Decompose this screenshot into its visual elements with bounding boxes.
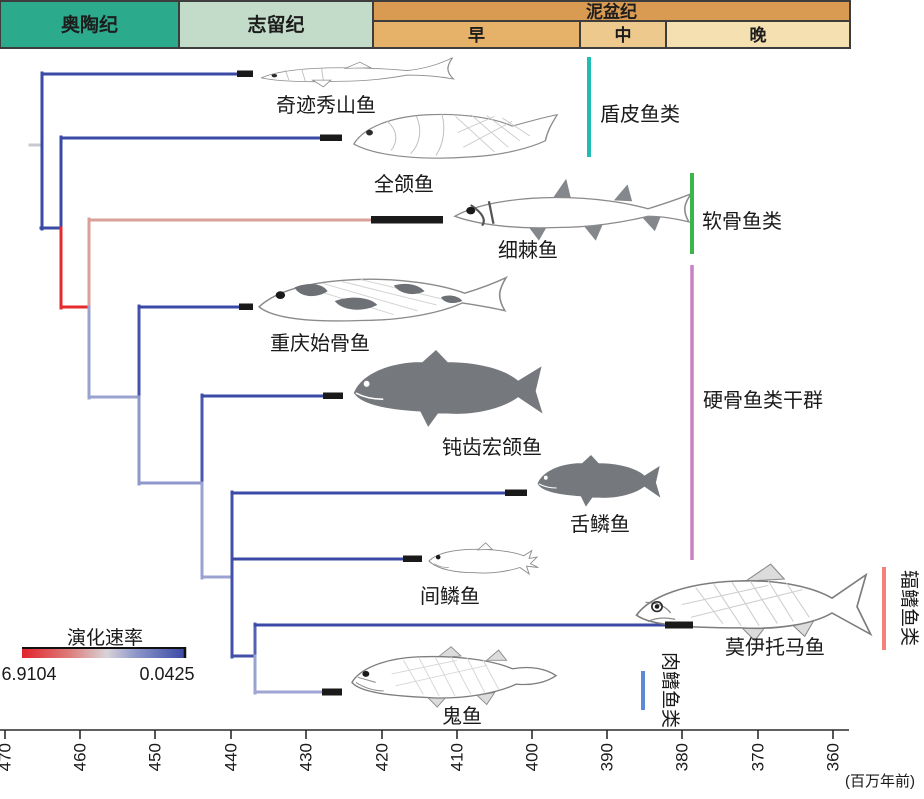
axis-tick-label: 470 — [0, 743, 15, 771]
clade-label: 盾皮鱼类 — [600, 103, 680, 126]
fossil-range-bar — [239, 303, 253, 310]
epoch-cell — [372, 20, 581, 49]
fish-illustration-7 — [428, 542, 539, 576]
phylogenetic-tree — [28, 71, 668, 695]
fossil-range-bar — [371, 216, 443, 224]
species-label: 间鳞鱼 — [420, 585, 480, 608]
axis-tick-label: 410 — [448, 743, 467, 771]
clade-label: 软骨鱼类 — [702, 210, 782, 233]
axis-tick-label: 390 — [598, 743, 617, 771]
species-label: 莫伊托马鱼 — [725, 636, 825, 659]
fish-illustration-9 — [351, 646, 558, 708]
legend-max-value: 0.0425 — [139, 664, 194, 684]
axis-unit-label: (百万年前) — [845, 773, 915, 790]
fish-illustration-2 — [352, 113, 559, 159]
legend-gradient-bar — [22, 649, 185, 658]
epoch-cell — [579, 20, 667, 49]
species-label: 鬼鱼 — [442, 705, 482, 728]
axis-tick-label: 440 — [222, 743, 241, 771]
fish-illustration-1 — [260, 57, 455, 88]
fossil-range-bar — [320, 134, 342, 141]
rate-legend: 演化速率 6.9104 0.0425 — [1, 627, 194, 684]
fossil-range-bar — [237, 70, 253, 77]
fossil-range-bar — [403, 555, 422, 562]
species-label: 钝齿宏颌鱼 — [442, 436, 542, 459]
fossil-range-bar — [323, 392, 343, 399]
species-label: 重庆始骨鱼 — [270, 332, 370, 355]
species-label: 全颌鱼 — [374, 173, 434, 196]
fossil-range-bar — [505, 489, 527, 496]
fish-illustration-4 — [257, 275, 509, 322]
axis-tick-label: 450 — [146, 743, 165, 771]
epoch-label: 早 — [468, 26, 485, 45]
axis-tick-label: 430 — [297, 743, 316, 771]
epoch-label: 中 — [615, 25, 632, 45]
axis-tick-label: 380 — [673, 743, 692, 771]
period-label: 泥盆纪 — [586, 2, 637, 22]
fossil-range-bar — [665, 621, 693, 629]
period-label: 奥陶纪 — [61, 13, 118, 36]
clade-label: 硬骨鱼类干群 — [703, 389, 823, 412]
axis-tick-label: 460 — [71, 743, 90, 771]
fish-illustration-6 — [537, 455, 661, 507]
axis-tick-label: 370 — [749, 743, 768, 771]
period-cell — [178, 0, 374, 49]
fossil-range-bar — [322, 688, 342, 696]
fish-illustration-3 — [453, 178, 694, 241]
legend-title: 演化速率 — [67, 627, 143, 649]
period-label: 志留纪 — [247, 13, 304, 36]
legend-min-value: 6.9104 — [1, 664, 56, 684]
species-label: 舌鳞鱼 — [570, 513, 630, 536]
species-label: 奇迹秀山鱼 — [276, 94, 376, 117]
epoch-cell — [665, 20, 851, 49]
fish-illustration-5 — [353, 350, 543, 427]
axis-tick-label: 400 — [523, 743, 542, 771]
fish-illustration-8 — [635, 563, 873, 642]
axis-tick-label: 420 — [373, 743, 392, 771]
clade-label-vertical: 肉鳍鱼类 — [659, 652, 681, 728]
fish-illustrations — [257, 57, 873, 708]
epoch-label: 晚 — [750, 25, 767, 45]
axis-tick-label: 360 — [824, 743, 843, 771]
species-label: 细棘鱼 — [498, 239, 558, 262]
clade-label-vertical: 辐鳍鱼类 — [898, 570, 920, 646]
time-axis: 470 460 450 440 430 420 410 400 390 380 370 360(百万年… — [0, 729, 915, 790]
